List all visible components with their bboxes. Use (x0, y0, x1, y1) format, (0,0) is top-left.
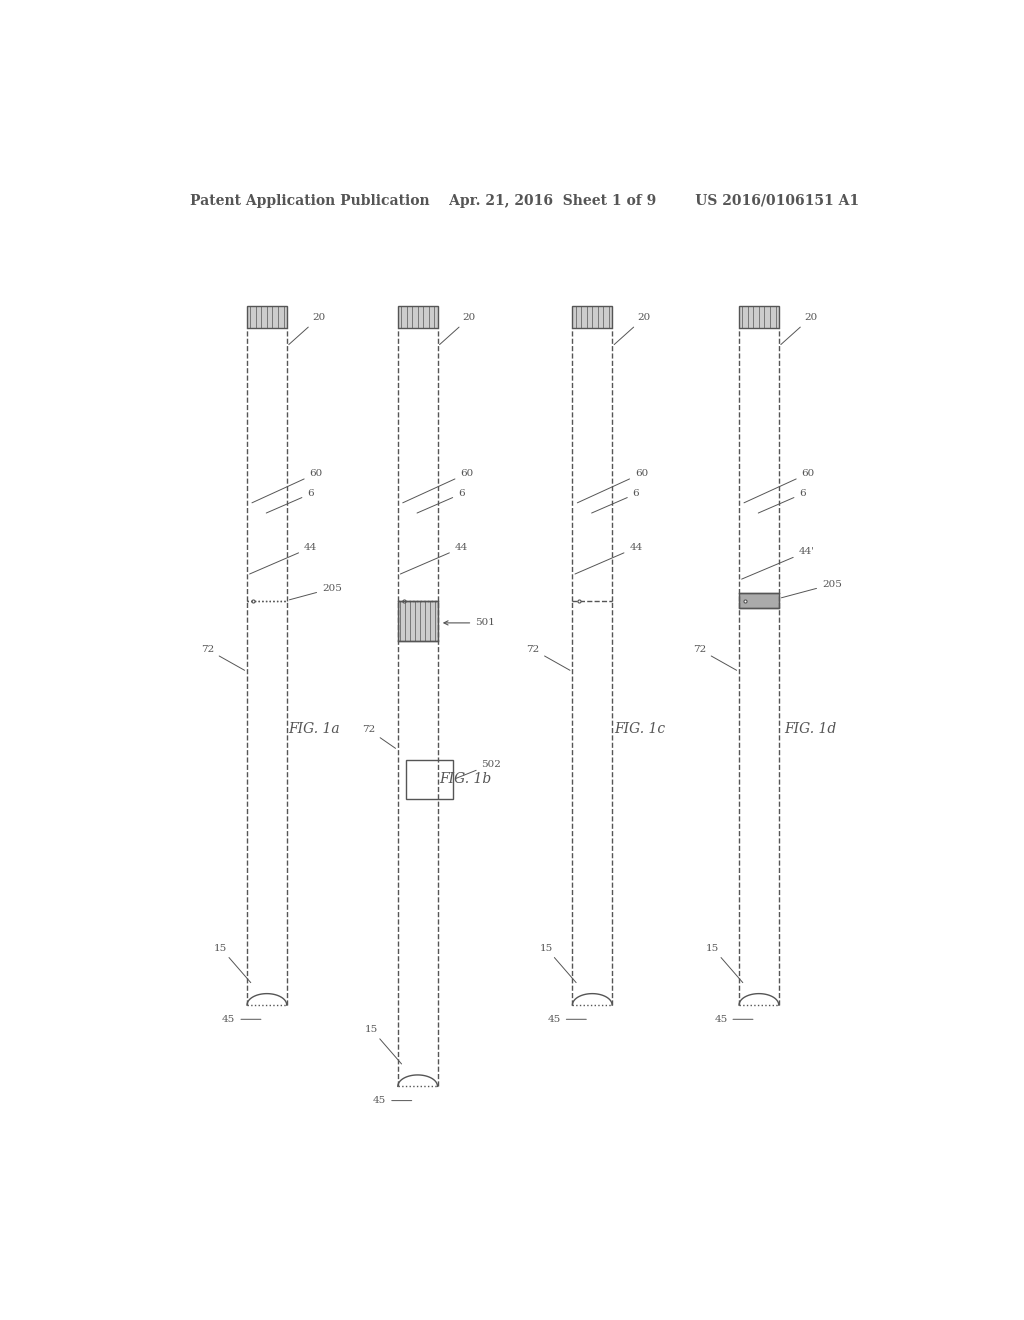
Text: 20: 20 (439, 313, 476, 345)
Text: 6: 6 (266, 490, 313, 513)
Text: 45: 45 (373, 1096, 412, 1105)
Text: 501: 501 (444, 618, 495, 627)
Bar (397, 306, 437, 329)
Text: FIG. 1a: FIG. 1a (289, 722, 340, 735)
Text: Patent Application Publication    Apr. 21, 2016  Sheet 1 of 9        US 2016/010: Patent Application Publication Apr. 21, … (190, 194, 859, 209)
Text: 502: 502 (456, 760, 502, 779)
Text: 45: 45 (714, 1015, 753, 1024)
Text: 205: 205 (290, 583, 342, 599)
Text: 6: 6 (592, 490, 639, 513)
Text: 60: 60 (402, 469, 473, 503)
Text: FIG. 1d: FIG. 1d (784, 722, 837, 735)
Text: 15: 15 (214, 944, 251, 982)
Text: 15: 15 (365, 1024, 401, 1064)
Bar (739, 594, 779, 607)
Text: 20: 20 (614, 313, 650, 345)
Bar (572, 306, 612, 329)
Text: FIG. 1c: FIG. 1c (614, 722, 666, 735)
Text: 60: 60 (744, 469, 815, 503)
Bar (739, 306, 779, 329)
Text: 20: 20 (289, 313, 325, 345)
Text: 72: 72 (201, 645, 245, 671)
Text: 44: 44 (400, 544, 468, 574)
Text: 44: 44 (574, 544, 642, 574)
Text: 205: 205 (781, 579, 842, 598)
Text: 20: 20 (781, 313, 817, 345)
Text: 15: 15 (707, 944, 742, 982)
Bar (397, 601, 437, 642)
Text: FIG. 1b: FIG. 1b (439, 772, 492, 787)
Text: 72: 72 (526, 645, 570, 671)
Text: 60: 60 (578, 469, 648, 503)
Text: 72: 72 (693, 645, 736, 671)
Text: 44': 44' (741, 548, 814, 579)
Text: 72: 72 (361, 725, 395, 748)
Text: 6: 6 (417, 490, 465, 513)
Text: 44: 44 (250, 544, 317, 574)
Text: 15: 15 (540, 944, 577, 982)
Text: 6: 6 (759, 490, 806, 513)
Text: 45: 45 (548, 1015, 587, 1024)
Text: 45: 45 (222, 1015, 261, 1024)
Text: 60: 60 (252, 469, 323, 503)
Bar (247, 306, 287, 329)
Bar (406, 760, 454, 799)
